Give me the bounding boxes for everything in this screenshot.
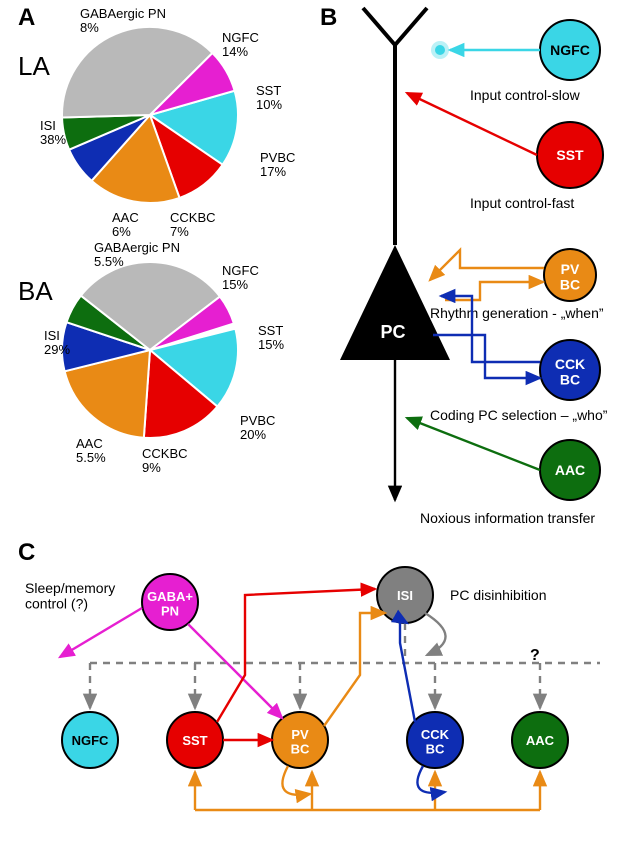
- pie-label: ISI: [44, 328, 60, 343]
- arrow: [433, 335, 540, 378]
- pc-soma: [340, 245, 450, 360]
- label: LA: [18, 51, 50, 81]
- label: ISI: [397, 588, 413, 603]
- label: AAC: [526, 733, 555, 748]
- pie-pct: 38%: [40, 132, 66, 147]
- label: B: [320, 4, 337, 31]
- caption: Coding PC selection – „who”: [430, 407, 608, 423]
- pie-label: SST: [258, 323, 283, 338]
- label: Sleep/memorycontrol (?): [25, 580, 115, 612]
- label: A: [18, 4, 35, 31]
- pie-pct: 29%: [44, 342, 70, 357]
- pie-label: ISI: [40, 118, 56, 133]
- label: C: [18, 539, 35, 566]
- pie-pct: 14%: [222, 44, 248, 59]
- label: PVBC: [291, 727, 310, 757]
- pie-pct: 9%: [142, 460, 161, 475]
- node-label: NGFC: [550, 42, 590, 58]
- label: PC disinhibition: [450, 587, 547, 603]
- arrow: [407, 418, 540, 470]
- pie-label: GABAergic PN: [80, 6, 166, 21]
- pie-label: SST: [256, 83, 281, 98]
- pie-label: AAC: [112, 210, 139, 225]
- caption: Rhythm generation - „when”: [430, 305, 604, 321]
- pie-pct: 6%: [112, 224, 131, 239]
- pie-pct: 7%: [170, 224, 189, 239]
- pc-label: PC: [380, 322, 405, 342]
- arrow: [400, 619, 415, 722]
- arrow: [430, 250, 544, 280]
- arrow: [60, 608, 142, 657]
- pie-label: NGFC: [222, 263, 259, 278]
- pie-label: CCKBC: [170, 210, 216, 225]
- label: BA: [18, 276, 53, 306]
- node-label: SST: [556, 147, 584, 163]
- pie-label: PVBC: [240, 413, 275, 428]
- pie-pct: 20%: [240, 427, 266, 442]
- pie-pct: 10%: [256, 97, 282, 112]
- label: ?: [530, 647, 540, 664]
- node-label: PVBC: [560, 261, 580, 293]
- pie-pct: 15%: [222, 277, 248, 292]
- caption: Input control-fast: [470, 195, 574, 211]
- pie-label: GABAergic PN: [94, 240, 180, 255]
- label: NGFC: [72, 733, 109, 748]
- pie-label: NGFC: [222, 30, 259, 45]
- pie-pct: 5.5%: [94, 254, 124, 269]
- arrow: [217, 589, 375, 722]
- pie-pct: 17%: [260, 164, 286, 179]
- pie-label: CCKBC: [142, 446, 188, 461]
- pie-pct: 15%: [258, 337, 284, 352]
- arrow: [445, 282, 543, 300]
- arrow: [188, 624, 282, 718]
- pie-label: PVBC: [260, 150, 295, 165]
- node-label: AAC: [555, 462, 585, 478]
- label: SST: [182, 733, 207, 748]
- caption: Noxious information transfer: [420, 510, 595, 526]
- caption: Input control-slow: [470, 87, 581, 103]
- pie-label: AAC: [76, 436, 103, 451]
- arrow: [324, 613, 385, 726]
- pie-pct: 5.5%: [76, 450, 106, 465]
- pie-pct: 8%: [80, 20, 99, 35]
